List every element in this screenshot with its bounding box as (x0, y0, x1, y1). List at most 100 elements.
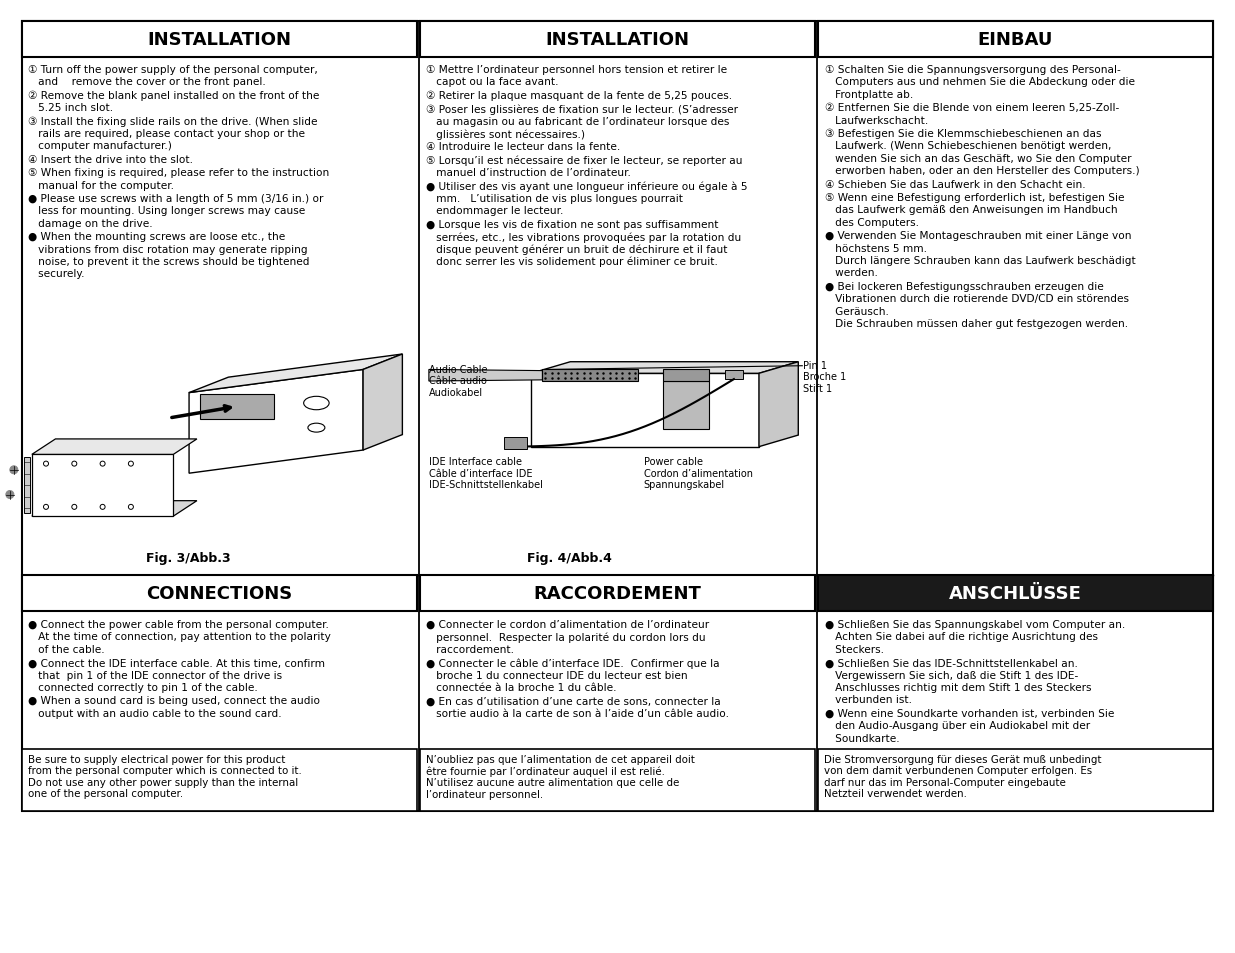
Text: 5.25 inch slot.: 5.25 inch slot. (28, 103, 114, 113)
Text: ③ Poser les glissières de fixation sur le lecteur. (S’adresser: ③ Poser les glissières de fixation sur l… (426, 104, 739, 114)
Text: Laufwerkschacht.: Laufwerkschacht. (825, 115, 929, 126)
Text: ● Connect the power cable from the personal computer.: ● Connect the power cable from the perso… (28, 619, 329, 629)
Text: ● Lorsque les vis de fixation ne sont pas suffisamment: ● Lorsque les vis de fixation ne sont pa… (426, 219, 719, 230)
Bar (22, 576, 417, 612)
Bar (725, 371, 743, 379)
Text: wenden Sie sich an das Geschäft, wo Sie den Computer: wenden Sie sich an das Geschäft, wo Sie … (825, 153, 1131, 164)
Text: that  pin 1 of the IDE connector of the drive is: that pin 1 of the IDE connector of the d… (28, 670, 282, 679)
Text: ● Wenn eine Soundkarte vorhanden ist, verbinden Sie: ● Wenn eine Soundkarte vorhanden ist, ve… (825, 708, 1114, 718)
Text: connectée à la broche 1 du câble.: connectée à la broche 1 du câble. (426, 682, 616, 692)
Text: ● When a sound card is being used, connect the audio: ● When a sound card is being used, conne… (28, 696, 320, 705)
Text: Durch längere Schrauben kann das Laufwerk beschädigt: Durch längere Schrauben kann das Laufwer… (825, 255, 1136, 266)
Text: personnel.  Respecter la polarité du cordon lors du: personnel. Respecter la polarité du cord… (426, 632, 705, 642)
Polygon shape (531, 374, 760, 447)
Text: ● Bei lockeren Befestigungsschrauben erzeugen die: ● Bei lockeren Befestigungsschrauben erz… (825, 281, 1104, 292)
Text: verbunden ist.: verbunden ist. (825, 695, 911, 704)
Bar (542, 370, 638, 381)
Text: Geräusch.: Geräusch. (825, 306, 889, 316)
Text: Pin 1
Broche 1
Stift 1: Pin 1 Broche 1 Stift 1 (803, 360, 846, 394)
Polygon shape (189, 355, 403, 394)
Text: capot ou la face avant.: capot ou la face avant. (426, 77, 558, 88)
Text: less for mounting. Using longer screws may cause: less for mounting. Using longer screws m… (28, 206, 305, 216)
Bar (200, 395, 274, 419)
Bar (818, 749, 1213, 811)
Text: noise, to prevent it the screws should be tightened: noise, to prevent it the screws should b… (28, 256, 310, 267)
Text: ⑤ When fixing is required, please refer to the instruction: ⑤ When fixing is required, please refer … (28, 168, 330, 178)
Text: manual for the computer.: manual for the computer. (28, 180, 174, 191)
Bar (22, 22, 417, 58)
Polygon shape (663, 381, 709, 430)
Text: disque peuvent générer un bruit de déchirure et il faut: disque peuvent générer un bruit de déchi… (426, 244, 727, 254)
Text: ② Entfernen Sie die Blende von einem leeren 5,25-Zoll-: ② Entfernen Sie die Blende von einem lee… (825, 103, 1119, 113)
Circle shape (10, 466, 17, 475)
Text: connected correctly to pin 1 of the cable.: connected correctly to pin 1 of the cabl… (28, 682, 258, 692)
Text: ● Connecter le cordon d’alimentation de l’ordinateur: ● Connecter le cordon d’alimentation de … (426, 619, 709, 629)
Ellipse shape (308, 424, 325, 433)
Bar (504, 437, 527, 449)
Text: Audio Cable
Câble audio
Audiokabel: Audio Cable Câble audio Audiokabel (429, 364, 488, 397)
Text: ● Connect the IDE interface cable. At this time, confirm: ● Connect the IDE interface cable. At th… (28, 658, 325, 667)
Text: Die Schrauben müssen daher gut festgezogen werden.: Die Schrauben müssen daher gut festgezog… (825, 318, 1128, 329)
Text: IDE Interface cable
Câble d’interface IDE
IDE-Schnittstellenkabel: IDE Interface cable Câble d’interface ID… (429, 456, 542, 490)
Text: endommager le lecteur.: endommager le lecteur. (426, 206, 563, 216)
Bar (22, 749, 417, 811)
Text: den Audio-Ausgang über ein Audiokabel mit der: den Audio-Ausgang über ein Audiokabel mi… (825, 720, 1091, 730)
Polygon shape (429, 370, 542, 381)
Polygon shape (363, 355, 403, 451)
Text: ● When the mounting screws are loose etc., the: ● When the mounting screws are loose etc… (28, 232, 285, 242)
Text: raccordement.: raccordement. (426, 644, 514, 654)
Text: output with an audio cable to the sound card.: output with an audio cable to the sound … (28, 708, 282, 718)
Text: N’oubliez pas que l’alimentation de cet appareil doit
être fournie par l’ordinat: N’oubliez pas que l’alimentation de cet … (426, 754, 695, 800)
Text: höchstens 5 mm.: höchstens 5 mm. (825, 243, 927, 253)
Text: ● Utiliser des vis ayant une longueur inférieure ou égale à 5: ● Utiliser des vis ayant une longueur in… (426, 181, 747, 192)
Polygon shape (32, 501, 196, 517)
Polygon shape (32, 455, 173, 517)
Text: werden.: werden. (825, 268, 878, 278)
Bar (663, 370, 709, 381)
Text: rails are required, please contact your shop or the: rails are required, please contact your … (28, 129, 305, 139)
Text: EINBAU: EINBAU (978, 30, 1053, 49)
Polygon shape (189, 370, 363, 474)
Circle shape (6, 491, 14, 499)
Text: ④ Schieben Sie das Laufwerk in den Schacht ein.: ④ Schieben Sie das Laufwerk in den Schac… (825, 179, 1086, 190)
Text: mm.   L’utilisation de vis plus longues pourrait: mm. L’utilisation de vis plus longues po… (426, 193, 683, 204)
Text: Computers aus und nehmen Sie die Abdeckung oder die: Computers aus und nehmen Sie die Abdecku… (825, 77, 1135, 88)
Text: ③ Befestigen Sie die Klemmschiebeschienen an das: ③ Befestigen Sie die Klemmschiebeschiene… (825, 129, 1102, 139)
Text: CONNECTIONS: CONNECTIONS (147, 584, 293, 602)
Text: Fig. 3/Abb.3: Fig. 3/Abb.3 (146, 552, 230, 564)
Text: Die Stromversorgung für dieses Gerät muß unbedingt
von dem damit verbundenen Com: Die Stromversorgung für dieses Gerät muß… (824, 754, 1102, 799)
Bar (420, 576, 815, 612)
Text: of the cable.: of the cable. (28, 644, 105, 654)
Text: ① Turn off the power supply of the personal computer,: ① Turn off the power supply of the perso… (28, 65, 317, 75)
Text: Fig. 4/Abb.4: Fig. 4/Abb.4 (527, 552, 613, 564)
Text: ● Please use screws with a length of 5 mm (3/16 in.) or: ● Please use screws with a length of 5 m… (28, 193, 324, 204)
Text: ● Connecter le câble d’interface IDE.  Confirmer que la: ● Connecter le câble d’interface IDE. Co… (426, 658, 720, 668)
Text: serrées, etc., les vibrations provoquées par la rotation du: serrées, etc., les vibrations provoquées… (426, 232, 741, 242)
Text: erworben haben, oder an den Hersteller des Computers.): erworben haben, oder an den Hersteller d… (825, 166, 1140, 176)
Text: damage on the drive.: damage on the drive. (28, 218, 153, 229)
Text: INSTALLATION: INSTALLATION (546, 30, 689, 49)
Text: Be sure to supply electrical power for this product
from the personal computer w: Be sure to supply electrical power for t… (28, 754, 301, 799)
Bar (420, 22, 815, 58)
Text: ● Schließen Sie das IDE-Schnittstellenkabel an.: ● Schließen Sie das IDE-Schnittstellenka… (825, 658, 1078, 667)
Text: Soundkarte.: Soundkarte. (825, 733, 899, 742)
Text: At the time of connection, pay attention to the polarity: At the time of connection, pay attention… (28, 632, 331, 641)
Ellipse shape (304, 396, 329, 411)
Text: Laufwerk. (Wenn Schiebeschienen benötigt werden,: Laufwerk. (Wenn Schiebeschienen benötigt… (825, 141, 1112, 152)
Bar (818, 576, 1213, 612)
Text: glissières sont nécessaires.): glissières sont nécessaires.) (426, 129, 585, 139)
Text: ① Schalten Sie die Spannungsversorgung des Personal-: ① Schalten Sie die Spannungsversorgung d… (825, 65, 1120, 75)
Text: Frontplatte ab.: Frontplatte ab. (825, 90, 913, 100)
Text: ① Mettre l’ordinateur personnel hors tension et retirer le: ① Mettre l’ordinateur personnel hors ten… (426, 65, 727, 75)
Text: Anschlusses richtig mit dem Stift 1 des Steckers: Anschlusses richtig mit dem Stift 1 des … (825, 682, 1092, 692)
Text: Vergewissern Sie sich, daß die Stift 1 des IDE-: Vergewissern Sie sich, daß die Stift 1 d… (825, 670, 1078, 679)
Bar (818, 22, 1213, 58)
Text: sortie audio à la carte de son à l’aide d’un câble audio.: sortie audio à la carte de son à l’aide … (426, 708, 729, 718)
Text: donc serrer les vis solidement pour éliminer ce bruit.: donc serrer les vis solidement pour élim… (426, 256, 718, 267)
Text: vibrations from disc rotation may generate ripping: vibrations from disc rotation may genera… (28, 244, 308, 254)
Text: Power cable
Cordon d’alimentation
Spannungskabel: Power cable Cordon d’alimentation Spannu… (643, 456, 752, 490)
Polygon shape (760, 362, 798, 447)
Text: ● Verwenden Sie Montageschrauben mit einer Länge von: ● Verwenden Sie Montageschrauben mit ein… (825, 231, 1131, 241)
Text: Steckers.: Steckers. (825, 644, 884, 654)
Text: ANSCHLÜSSE: ANSCHLÜSSE (948, 584, 1082, 602)
